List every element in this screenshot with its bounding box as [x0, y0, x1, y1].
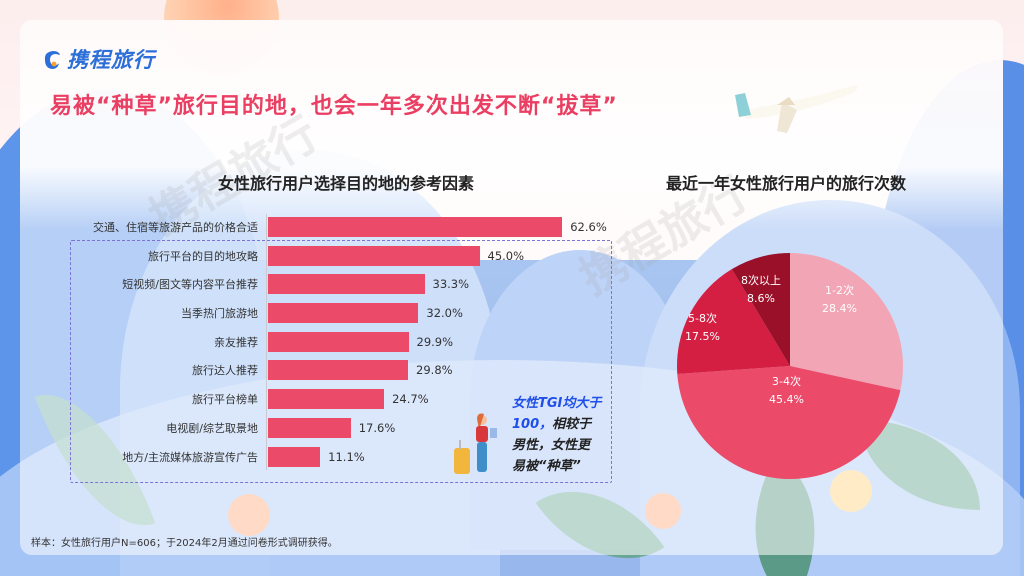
brand-logo: 携程旅行 [41, 44, 155, 74]
bar-row: 当季热门旅游地 32.0% [0, 303, 640, 323]
pie-chart [677, 253, 903, 480]
bar-label: 电视剧/综艺取景地 [166, 422, 258, 435]
pie-label-8-plus: 8次以上 8.6% [741, 274, 781, 305]
sample-footnote: 样本：女性旅行用户N=606；于2024年2月通过问卷形式调研获得。 [31, 538, 338, 549]
tgi-note: 女性TGI均大于100，相较于男性，女性更易被“种草” [512, 393, 602, 477]
bar [268, 332, 409, 352]
bar [268, 246, 480, 266]
traveler-illustration [454, 413, 497, 474]
tgi-note-text: 相较于男性，女性更易被“种草” [512, 417, 592, 474]
bar-chart-title: 女性旅行用户选择目的地的参考因素 [218, 174, 475, 193]
bar-row: 短视频/图文等内容平台推荐 33.3% [0, 274, 640, 294]
pie-label-5-8: 5-8次 17.5% [685, 312, 720, 343]
tgi-note-highlight: 女性TGI均大于100， [512, 396, 602, 432]
pie-label-3-4: 3-4次 45.4% [769, 375, 804, 406]
bar-row: 旅行达人推荐 29.8% [0, 360, 640, 380]
bar-value: 29.9% [416, 335, 454, 349]
bar-label: 交通、住宿等旅游产品的价格合适 [93, 221, 258, 234]
pie-chart-title: 最近一年女性旅行用户的旅行次数 [666, 174, 907, 193]
bar-row: 旅行平台的目的地攻略 45.0% [0, 246, 640, 266]
headline: 易被“种草”旅行目的地，也会一年多次出发不断“拔草” [50, 94, 618, 119]
bar-label: 旅行达人推荐 [192, 364, 258, 377]
bar-label: 短视频/图文等内容平台推荐 [122, 278, 258, 291]
bar-axis [266, 214, 267, 470]
bar [268, 447, 321, 467]
bar-value: 24.7% [392, 392, 429, 406]
bar-row: 电视剧/综艺取景地 17.6% [0, 418, 640, 438]
bar [268, 217, 563, 237]
bar [268, 418, 351, 438]
bar-row: 旅行平台榜单 24.7% [0, 389, 640, 409]
bar-label: 地方/主流媒体旅游宣传广告 [122, 451, 258, 464]
logo-text: 携程旅行 [67, 48, 155, 72]
bar-row: 亲友推荐 29.9% [0, 332, 640, 352]
bar-value: 29.8% [416, 363, 453, 377]
card-header-area [20, 20, 1003, 230]
bar-value: 33.3% [432, 277, 470, 291]
bar-label: 旅行平台榜单 [192, 393, 258, 406]
bar [268, 360, 409, 380]
pie-slice [731, 253, 790, 366]
airplane-icon [735, 85, 858, 133]
bar-value: 11.1% [328, 450, 365, 464]
bar-value: 32.0% [426, 306, 463, 320]
dolphin-logo-icon [44, 51, 60, 69]
bar-label: 亲友推荐 [214, 336, 258, 349]
pie-label-1-2: 1-2次 28.4% [822, 284, 857, 315]
pie-slice [790, 253, 903, 391]
bar-value: 17.6% [358, 421, 396, 435]
bar [268, 389, 385, 409]
bar-row: 交通、住宿等旅游产品的价格合适 62.6% [0, 217, 640, 237]
bar [268, 274, 425, 294]
bar-label: 当季热门旅游地 [181, 307, 258, 320]
bar-value: 45.0% [487, 249, 525, 263]
bar [268, 303, 419, 323]
tgi-highlight-box [70, 240, 612, 483]
bar-row: 地方/主流媒体旅游宣传广告 11.1% [0, 447, 640, 467]
bar-value: 62.6% [570, 220, 607, 234]
pie-slice [677, 269, 790, 374]
bar-label: 旅行平台的目的地攻略 [148, 250, 258, 263]
pie-slice [677, 366, 901, 480]
